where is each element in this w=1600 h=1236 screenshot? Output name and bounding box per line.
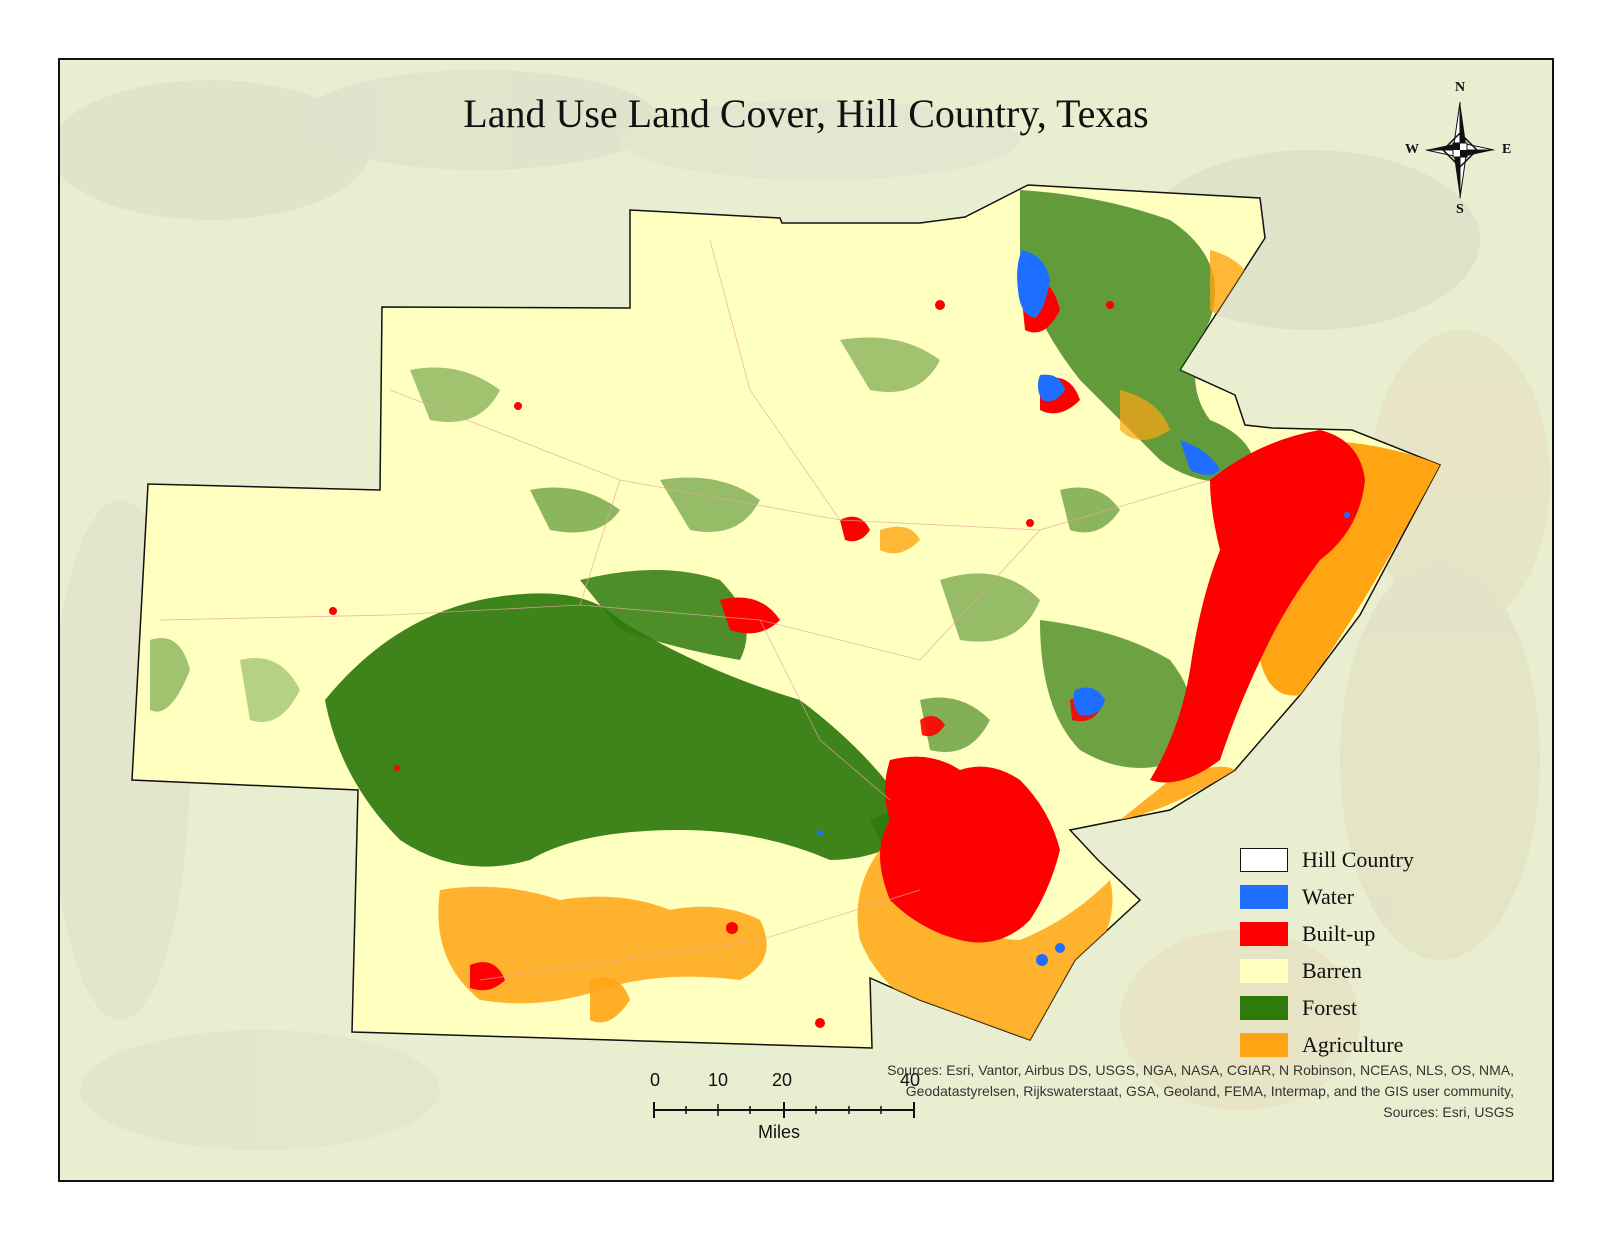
forest-swatch-icon — [1240, 996, 1288, 1020]
scale-bar-graphic — [653, 1102, 915, 1118]
legend-label: Water — [1302, 884, 1354, 909]
forest-areas — [150, 190, 1256, 867]
water-swatch-icon — [1240, 885, 1288, 909]
legend-item-barren: Barren — [1240, 956, 1500, 993]
compass-rose-icon — [1425, 101, 1495, 199]
agriculture-swatch-icon — [1240, 1033, 1288, 1057]
scale-bar: 0 10 20 40 Miles — [650, 1070, 940, 1150]
barren-swatch-icon — [1240, 959, 1288, 983]
agriculture-areas — [438, 250, 1440, 1040]
scale-tick-label: 20 — [772, 1070, 793, 1090]
map-title: Land Use Land Cover, Hill Country, Texas — [463, 91, 1149, 136]
west-label: W — [1405, 142, 1419, 157]
legend-item-agriculture: Agriculture — [1240, 1030, 1500, 1067]
legend-item-builtup: Built-up — [1240, 919, 1500, 956]
legend-label: Agriculture — [1302, 1032, 1404, 1057]
map-legend: Hill Country Water Built-up Barren Fores… — [1240, 845, 1500, 1067]
legend-item-water: Water — [1240, 882, 1500, 919]
credit-line: Geodatastyrelsen, Rijkswaterstaat, GSA, … — [905, 1083, 1514, 1099]
builtup-swatch-icon — [1240, 922, 1288, 946]
credit-line: Sources: Esri, Vantor, Airbus DS, USGS, … — [887, 1062, 1514, 1078]
map-canvas[interactable] — [60, 60, 1552, 1180]
legend-item-forest: Forest — [1240, 993, 1500, 1030]
north-label: N — [1455, 80, 1466, 95]
road-network — [159, 239, 1211, 981]
south-label: S — [1456, 202, 1464, 217]
legend-label: Hill Country — [1302, 847, 1414, 872]
boundary-outline-icon — [1240, 848, 1288, 872]
scale-units-label: Miles — [758, 1122, 801, 1142]
source-credits: Sources: Esri, Vantor, Airbus DS, USGS, … — [814, 1060, 1514, 1123]
east-label: E — [1502, 142, 1512, 157]
legend-label: Built-up — [1302, 921, 1376, 946]
north-arrow: N S E W — [1405, 80, 1515, 217]
legend-label: Forest — [1302, 995, 1357, 1020]
builtup-areas — [218, 278, 1365, 1028]
legend-label: Barren — [1302, 958, 1362, 983]
map-frame: Land Use Land Cover, Hill Country, Texas… — [58, 58, 1554, 1182]
scale-tick-label: 10 — [708, 1070, 729, 1090]
scale-tick-label: 40 — [900, 1070, 921, 1090]
water-bodies — [817, 250, 1350, 966]
credit-line: Sources: Esri, USGS — [1383, 1104, 1514, 1120]
scale-tick-label: 0 — [650, 1070, 661, 1090]
legend-item-hill-country: Hill Country — [1240, 845, 1500, 882]
